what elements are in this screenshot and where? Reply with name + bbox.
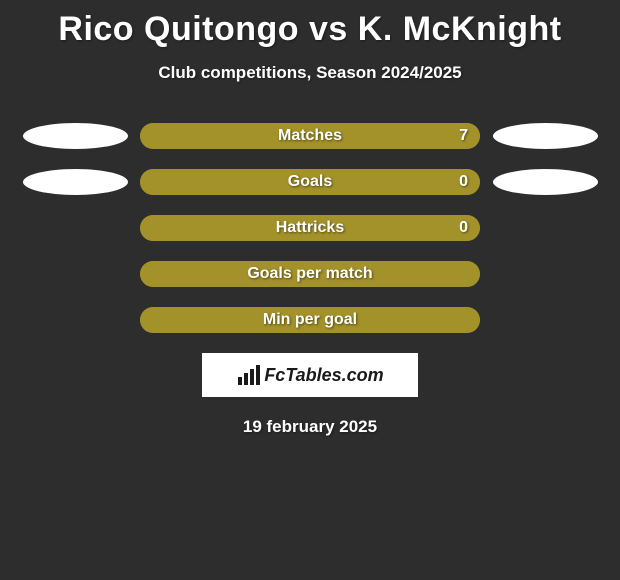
stat-label: Goals	[140, 173, 480, 191]
left-orb-slot	[10, 215, 140, 241]
comparison-card: Rico Quitongo vs K. McKnight Club compet…	[0, 0, 620, 437]
stat-row: Min per goal	[0, 307, 620, 333]
left-orb-slot	[10, 261, 140, 287]
stat-row: Goals0	[0, 169, 620, 195]
logo-text: FcTables.com	[264, 365, 383, 386]
player-left-orb	[23, 123, 128, 149]
branding-logo: FcTables.com	[202, 353, 418, 397]
stat-bar: Min per goal	[140, 307, 480, 333]
player-right-orb	[493, 169, 598, 195]
page-title: Rico Quitongo vs K. McKnight	[0, 10, 620, 49]
stat-bar: Hattricks0	[140, 215, 480, 241]
player-left-orb	[23, 169, 128, 195]
left-orb-slot	[10, 169, 140, 195]
stat-bar: Goals per match	[140, 261, 480, 287]
bar-chart-icon	[236, 363, 260, 387]
logo-inner: FcTables.com	[236, 363, 383, 387]
stat-label: Hattricks	[140, 219, 480, 237]
subtitle: Club competitions, Season 2024/2025	[0, 63, 620, 83]
stat-row: Hattricks0	[0, 215, 620, 241]
right-orb-slot	[480, 215, 610, 241]
right-orb-slot	[480, 307, 610, 333]
right-orb-slot	[480, 169, 610, 195]
stat-bar: Goals0	[140, 169, 480, 195]
left-orb-slot	[10, 123, 140, 149]
stat-label: Goals per match	[140, 265, 480, 283]
stat-value-right: 0	[459, 219, 468, 237]
player-right-orb	[493, 123, 598, 149]
stat-value-right: 7	[459, 127, 468, 145]
stat-bar: Matches7	[140, 123, 480, 149]
stat-value-right: 0	[459, 173, 468, 191]
stat-rows: Matches7Goals0Hattricks0Goals per matchM…	[0, 123, 620, 333]
right-orb-slot	[480, 261, 610, 287]
left-orb-slot	[10, 307, 140, 333]
date-line: 19 february 2025	[0, 417, 620, 437]
right-orb-slot	[480, 123, 610, 149]
stat-label: Min per goal	[140, 311, 480, 329]
stat-row: Matches7	[0, 123, 620, 149]
stat-label: Matches	[140, 127, 480, 145]
stat-row: Goals per match	[0, 261, 620, 287]
